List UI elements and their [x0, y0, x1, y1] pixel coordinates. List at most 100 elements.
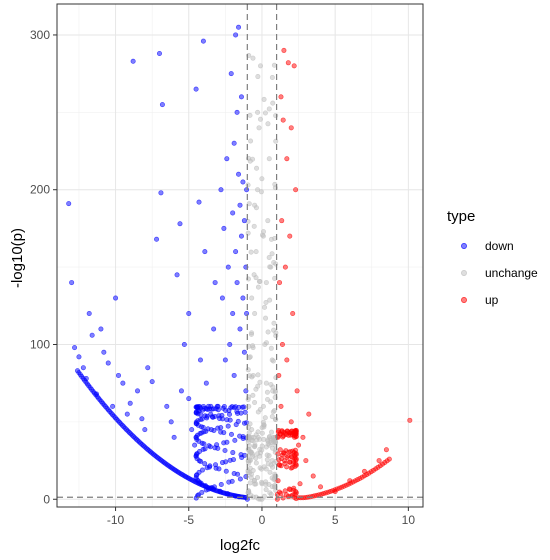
- data-point-up: [347, 478, 353, 484]
- data-point-unchange: [269, 357, 275, 363]
- data-point-down: [202, 446, 208, 452]
- data-point-unchange: [260, 403, 266, 409]
- data-point-down: [229, 478, 235, 484]
- data-point-unchange: [259, 430, 265, 436]
- data-point-unchange: [257, 63, 263, 69]
- y-axis-title: -log10(p): [9, 228, 26, 288]
- data-point-down: [105, 360, 111, 366]
- data-point-unchange: [270, 384, 276, 390]
- data-point-down: [237, 326, 243, 332]
- data-point-down: [197, 357, 203, 363]
- data-point-down: [222, 447, 228, 453]
- x-tick-label: 0: [259, 513, 266, 527]
- data-point-down: [219, 295, 225, 301]
- legend-key-up: [461, 297, 467, 303]
- data-point-down: [234, 280, 240, 286]
- y-tick-label: 300: [30, 28, 50, 42]
- data-point-unchange: [261, 96, 267, 102]
- data-point-unchange: [264, 452, 270, 458]
- data-point-up: [310, 473, 316, 479]
- data-point-unchange: [268, 345, 274, 351]
- data-point-up: [361, 468, 367, 474]
- legend-label-unchange: unchange: [485, 266, 538, 280]
- data-point-down: [202, 483, 208, 489]
- data-point-up: [292, 447, 298, 453]
- data-point-down: [218, 425, 224, 431]
- data-point-down: [120, 380, 126, 386]
- data-point-unchange: [246, 489, 252, 495]
- data-point-unchange: [263, 487, 269, 493]
- data-point-unchange: [255, 383, 261, 389]
- data-point-unchange: [269, 429, 275, 435]
- data-point-down: [230, 210, 236, 216]
- data-point-up: [282, 264, 288, 270]
- data-point-down: [171, 434, 177, 440]
- data-point-down: [127, 400, 133, 406]
- data-point-unchange: [255, 109, 261, 115]
- legend-label-up: up: [485, 293, 499, 307]
- data-point-up: [293, 187, 299, 193]
- y-tick-label: 100: [30, 337, 50, 351]
- data-point-down: [192, 442, 198, 448]
- data-point-down: [230, 311, 236, 317]
- data-point-up: [284, 428, 290, 434]
- data-point-down: [83, 376, 89, 382]
- data-point-unchange: [250, 156, 256, 162]
- data-point-down: [231, 405, 237, 411]
- data-point-down: [233, 493, 239, 499]
- data-point-down: [238, 452, 244, 458]
- data-point-down: [159, 102, 165, 108]
- data-point-down: [149, 379, 155, 385]
- data-point-unchange: [259, 481, 265, 487]
- data-point-down: [203, 380, 209, 386]
- data-point-down: [202, 413, 208, 419]
- data-point-up: [293, 427, 299, 433]
- data-point-down: [115, 372, 121, 378]
- data-point-unchange: [266, 482, 272, 488]
- data-point-down: [193, 453, 199, 459]
- data-point-down: [228, 431, 234, 437]
- data-point-down: [226, 408, 232, 414]
- data-point-unchange: [253, 460, 259, 466]
- data-point-unchange: [262, 341, 268, 347]
- x-tick-label: 10: [402, 513, 416, 527]
- data-point-down: [230, 450, 236, 456]
- data-point-unchange: [246, 201, 252, 207]
- x-axis-ticks: -10 -5 0 5 10: [107, 507, 415, 527]
- data-point-down: [194, 472, 200, 478]
- data-point-unchange: [263, 380, 269, 386]
- data-point-down: [242, 420, 248, 426]
- y-tick-label: 0: [43, 492, 50, 506]
- data-point-unchange: [268, 264, 274, 270]
- data-point-down: [231, 372, 237, 378]
- data-point-down: [110, 403, 116, 409]
- data-point-down: [202, 249, 208, 255]
- data-point-up: [284, 464, 290, 470]
- data-point-unchange: [255, 74, 261, 80]
- x-tick-label: -5: [183, 513, 194, 527]
- data-point-down: [233, 422, 239, 428]
- data-point-down: [244, 311, 250, 317]
- data-point-unchange: [257, 116, 263, 122]
- data-point-unchange: [257, 450, 263, 456]
- data-point-down: [233, 32, 239, 38]
- data-point-unchange: [247, 421, 253, 427]
- data-point-down: [202, 461, 208, 467]
- data-point-down: [135, 388, 141, 394]
- data-point-unchange: [273, 333, 279, 339]
- x-tick-label: -10: [107, 513, 125, 527]
- data-point-down: [181, 341, 187, 347]
- data-point-up: [386, 456, 392, 462]
- data-point-up: [277, 462, 283, 468]
- data-point-unchange: [270, 100, 276, 106]
- data-point-up: [276, 372, 282, 378]
- data-point-unchange: [255, 475, 261, 481]
- data-point-unchange: [250, 345, 256, 351]
- data-point-unchange: [247, 465, 253, 471]
- data-point-up: [292, 434, 298, 440]
- data-point-down: [156, 51, 162, 57]
- legend-key-unchange: [461, 270, 467, 276]
- data-points: [66, 24, 413, 502]
- data-point-unchange: [245, 182, 251, 188]
